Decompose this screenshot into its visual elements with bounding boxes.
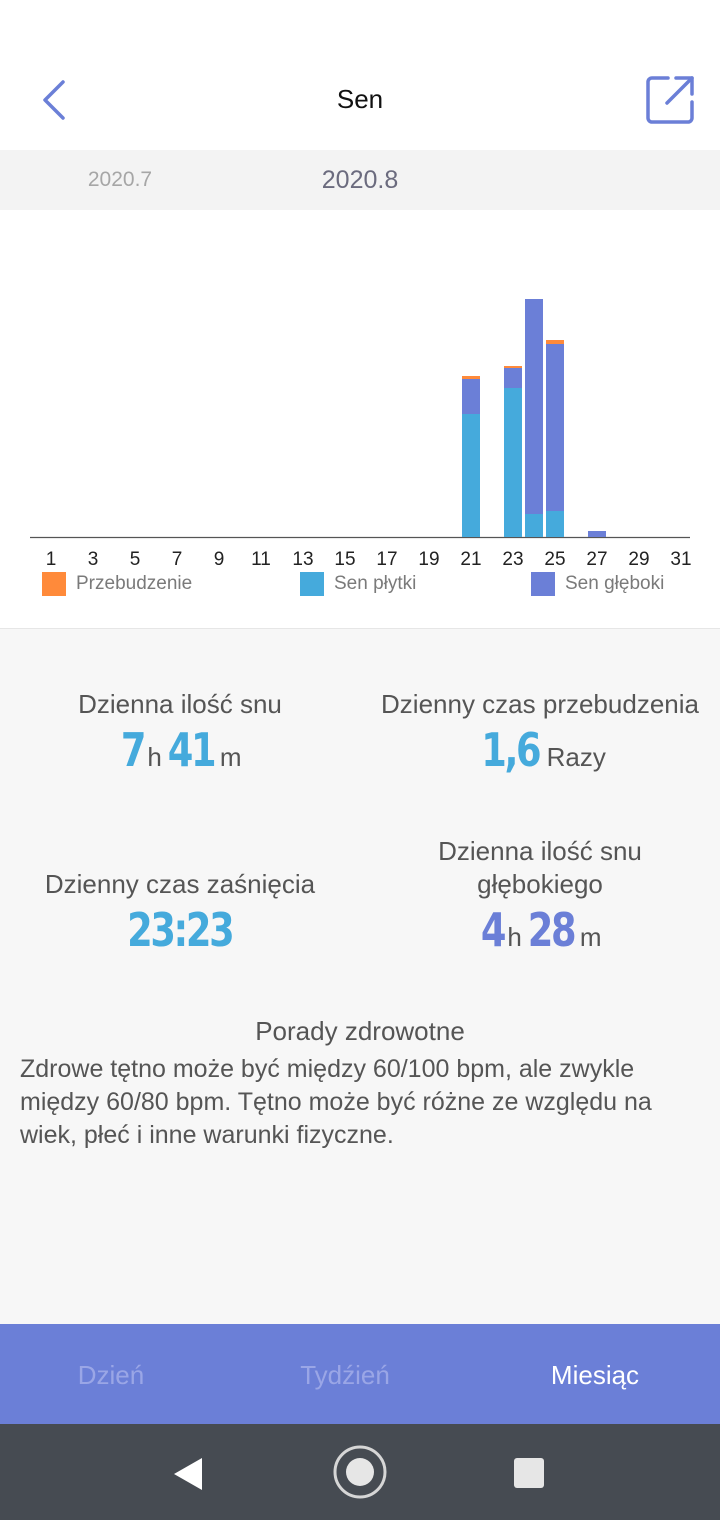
x-tick-label: 31: [670, 549, 691, 570]
month-selector: [0, 150, 720, 210]
stat-value: 4 h 28 m: [360, 903, 720, 957]
legend-swatch-deep: [531, 572, 555, 596]
x-tick-label: 19: [418, 549, 439, 570]
tips-text: Zdrowe tętno może być między 60/100 bpm,…: [20, 1055, 652, 1149]
triangle-back-icon: [174, 1458, 202, 1490]
x-tick-label: 23: [502, 549, 523, 570]
bar-day-25-series-2: [546, 340, 564, 344]
x-tick-label: 27: [586, 549, 607, 570]
app-header: [0, 0, 720, 150]
system-recents-button[interactable]: [512, 1456, 546, 1490]
stat-label: Dzienny czas przebudzenia: [381, 689, 699, 719]
hours-unit: h: [147, 742, 162, 772]
stat-deep-sleep: Dzienna ilość snu głębokiego 4 h 28 m: [360, 835, 720, 957]
x-tick-label: 11: [251, 549, 271, 570]
wake-unit: Razy: [546, 742, 606, 772]
bar-day-21-series-1: [462, 379, 480, 414]
stat-value: 7 h 41 m: [10, 723, 350, 777]
system-home-button[interactable]: [331, 1443, 389, 1501]
bar-day-23-series-0: [504, 388, 522, 537]
sleep-chart: 1 3 5 7 9 11 13 15 17 19 21 23 25 27 29 31: [30, 299, 692, 570]
minutes-unit: m: [579, 922, 602, 952]
stat-label-line1: Dzienna ilość snu: [438, 836, 642, 866]
bar-day-27-series-1: [588, 531, 606, 537]
x-tick-label: 21: [460, 549, 481, 570]
back-button[interactable]: [30, 70, 80, 130]
legend-label-deep: Sen głęboki: [565, 573, 665, 594]
tab-day[interactable]: Dzień: [77, 1360, 145, 1390]
tips-title: Porady zdrowotne: [255, 1016, 465, 1046]
deep-minutes: 28: [527, 903, 577, 957]
page-title: Sen: [336, 84, 384, 114]
x-tick-label: 25: [544, 549, 565, 570]
share-external-icon: [646, 76, 694, 124]
bar-day-24-series-0: [525, 514, 543, 537]
tab-week[interactable]: Tydźień: [300, 1360, 390, 1390]
system-navbar: [0, 1424, 720, 1520]
stat-label-line2: głębokiego: [477, 869, 603, 899]
sleep-hours: 7: [121, 723, 147, 777]
x-tick-label: 7: [172, 549, 183, 570]
x-tick-label: 15: [334, 549, 355, 570]
stat-label: Dzienna ilość snu: [78, 689, 282, 719]
bar-day-23-series-2: [504, 366, 522, 368]
deep-hours: 4: [481, 903, 507, 957]
legend-label-wake: Przebudzenie: [76, 573, 193, 594]
chevron-left-icon: [43, 80, 65, 120]
legend-label-light: Sen płytki: [334, 573, 417, 594]
circle-home-icon: [333, 1445, 387, 1499]
legend-swatch-light: [300, 572, 324, 596]
bar-day-24-series-1: [525, 299, 543, 514]
stat-daily-wake: Dzienny czas przebudzenia 1,6 Razy: [360, 688, 720, 777]
stat-fall-asleep: Dzienny czas zaśnięcia 23:23: [10, 868, 350, 957]
x-tick-label: 29: [628, 549, 649, 570]
share-button[interactable]: [640, 70, 700, 130]
chart-card: 1 3 5 7 9 11 13 15 17 19 21 23 25 27 29 31: [0, 210, 720, 629]
bar-day-21-series-2: [462, 376, 480, 379]
stat-daily-sleep: Dzienna ilość snu 7 h 41 m: [10, 688, 350, 777]
bar-day-21-series-0: [462, 414, 480, 537]
bar-day-25-series-0: [546, 511, 564, 537]
x-tick-label: 9: [214, 549, 225, 570]
wake-count: 1,6: [481, 723, 541, 777]
tab-month[interactable]: Miesiąc: [550, 1360, 640, 1390]
legend-swatch-wake: [42, 572, 66, 596]
x-tick-label: 13: [292, 549, 313, 570]
square-recents-icon: [514, 1458, 544, 1488]
fall-asleep-time: 23:23: [127, 903, 235, 957]
stat-value: 23:23: [10, 903, 350, 957]
bar-day-23-series-1: [504, 368, 522, 388]
x-tick-label: 1: [46, 549, 57, 570]
current-month: 2020.8: [321, 166, 399, 194]
sleep-minutes: 41: [167, 723, 217, 777]
previous-month[interactable]: 2020.7: [87, 168, 153, 191]
minutes-unit: m: [219, 742, 242, 772]
stat-value: 1,6 Razy: [360, 723, 720, 777]
stat-label: Dzienny czas zaśnięcia: [44, 869, 316, 899]
hours-unit: h: [507, 922, 522, 952]
x-tick-label: 5: [130, 549, 141, 570]
x-tick-label: 3: [88, 549, 99, 570]
bar-day-25-series-1: [546, 344, 564, 511]
period-tabbar: Dzień Tydźień Miesiąc: [0, 1324, 720, 1424]
x-tick-label: 17: [376, 549, 397, 570]
system-back-button[interactable]: [166, 1452, 210, 1496]
